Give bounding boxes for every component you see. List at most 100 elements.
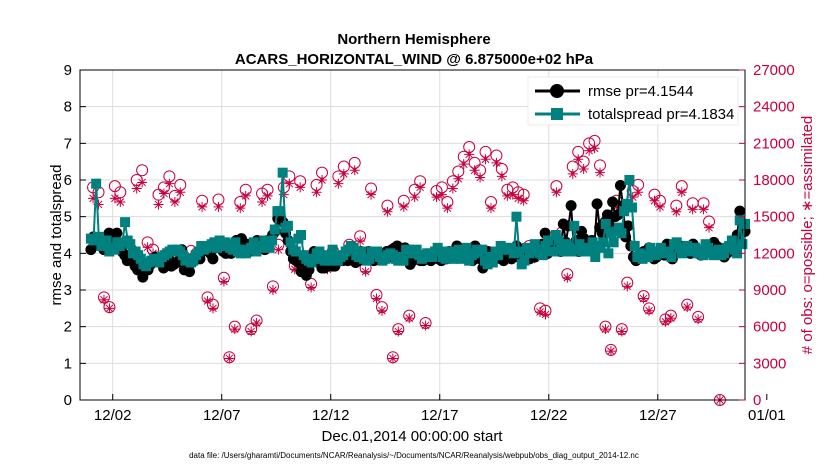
obs-assimilated-point — [540, 309, 551, 320]
obs-assimilated-point — [589, 143, 600, 154]
totalspread-point — [629, 241, 640, 251]
totalspread-point — [569, 220, 580, 231]
totalspread-point — [724, 241, 735, 251]
totalspread-point — [477, 244, 488, 255]
obs-assimilated-point — [306, 282, 317, 293]
legend-label-totalspread: totalspread pr=4.1834 — [588, 106, 734, 123]
obs-assimilated-point — [240, 190, 251, 201]
obs-assimilated-point — [436, 189, 447, 200]
totalspread-point — [453, 244, 464, 255]
totalspread-point — [251, 246, 262, 257]
obs-assimilated-point — [289, 264, 300, 275]
totalspread-point — [514, 246, 525, 257]
y-tick-label: 2 — [64, 319, 72, 336]
totalspread-point — [627, 202, 638, 213]
totalspread-point — [451, 252, 462, 262]
totalspread-point — [411, 244, 422, 255]
x-tick-label: 12/27 — [639, 407, 677, 424]
totalspread-point — [482, 259, 493, 270]
obs-assimilated-point — [262, 190, 273, 201]
totalspread-point — [529, 239, 540, 250]
obs-assimilated-point — [605, 346, 616, 357]
legend-label-rmse: rmse pr=4.1544 — [588, 83, 693, 100]
x-tick-label: 12/07 — [203, 407, 241, 424]
totalspread-point — [285, 237, 296, 248]
obs-assimilated-point — [562, 272, 573, 283]
obs-assimilated-point — [284, 178, 295, 189]
obs-assimilated-point — [627, 192, 638, 203]
totalspread-point — [737, 239, 748, 250]
obs-assimilated-point — [131, 183, 142, 194]
obs-assimilated-point — [382, 206, 393, 217]
totalspread-point — [398, 255, 409, 266]
obs-assimilated-point — [93, 199, 104, 210]
obs-assimilated-point — [600, 324, 611, 335]
totalspread-point — [120, 217, 131, 228]
rmse-point — [184, 266, 196, 278]
obs-assimilated-point — [676, 187, 687, 198]
totalspread-point — [726, 235, 737, 246]
x-tick-label: 12/12 — [312, 407, 350, 424]
totalspread-point — [440, 253, 451, 264]
obs-assimilated-point — [224, 353, 235, 364]
obs-assimilated-point — [404, 313, 415, 324]
obs-assimilated-point — [644, 305, 655, 316]
obs-assimilated-point — [442, 203, 453, 214]
obs-assimilated-point — [235, 203, 246, 214]
totalspread-point — [456, 253, 467, 264]
y-axis-right: 0 3000 6000 9000 12000 15000 18000 21000 24000 27… — [739, 62, 795, 409]
rmse-point — [591, 198, 603, 210]
obs-assimilated-point — [687, 204, 698, 215]
totalspread-point — [595, 242, 606, 253]
obs-assimilated-point — [491, 157, 502, 168]
rmse-point — [207, 253, 219, 265]
totalspread-point — [427, 252, 438, 262]
totalspread-point — [356, 246, 367, 257]
rmse-point — [607, 196, 619, 208]
y-tick-label: 4 — [64, 245, 72, 262]
obs-assimilated-point — [698, 204, 709, 215]
y-axis-label-right: # of obs: o=possible; ∗=assimilated — [799, 116, 816, 355]
plot-frame — [79, 69, 746, 401]
totalspread-point — [653, 248, 664, 259]
obs-assimilated-point — [218, 276, 229, 287]
obs-assimilated-point — [137, 177, 148, 188]
y-tick-label: 0 — [64, 392, 72, 409]
totalspread-point — [319, 255, 330, 266]
obs-assimilated-point — [115, 197, 126, 207]
totalspread-point — [695, 244, 706, 255]
obs-assimilated-point — [578, 164, 589, 174]
totalspread-point — [277, 167, 288, 178]
obs-assimilated-point — [502, 190, 513, 201]
obs-assimilated-point — [311, 187, 322, 198]
data-file-note: data file: /Users/gharamti/Documents/NCA… — [189, 451, 639, 460]
obs-assimilated-point — [616, 326, 627, 337]
y-tick-label: 7 — [64, 135, 72, 152]
obs-assimilated-point — [660, 316, 671, 327]
y-tick-label: 9 — [64, 62, 72, 79]
rmse-point — [614, 180, 626, 191]
totalspread-point — [608, 237, 619, 248]
obs-assimilated-point — [246, 326, 257, 337]
totalspread-point — [679, 246, 690, 257]
obs-assimilated-point — [485, 203, 496, 214]
totalspread-point — [209, 237, 220, 248]
x-tick-label: 12/02 — [94, 407, 132, 424]
obs-assimilated-point — [360, 266, 371, 277]
totalspread-point — [445, 246, 456, 257]
totalspread-point — [296, 230, 307, 240]
obs-assimilated-point — [229, 324, 240, 335]
legend: rmse pr=4.1544 totalspread pr=4.1834 — [527, 76, 739, 126]
rmse-point — [111, 227, 123, 239]
totalspread-point — [109, 244, 120, 255]
obs-assimilated-point — [693, 314, 704, 325]
y-right-tick-label: 9000 — [753, 282, 786, 299]
y-tick-label: 8 — [64, 99, 72, 116]
totalspread-point — [269, 224, 280, 235]
x-tick-label: 12/22 — [530, 407, 568, 424]
totalspread-point — [527, 246, 538, 257]
totalspread-point — [585, 242, 596, 253]
y-right-tick-label: 21000 — [753, 135, 795, 152]
totalspread-point — [264, 242, 275, 253]
